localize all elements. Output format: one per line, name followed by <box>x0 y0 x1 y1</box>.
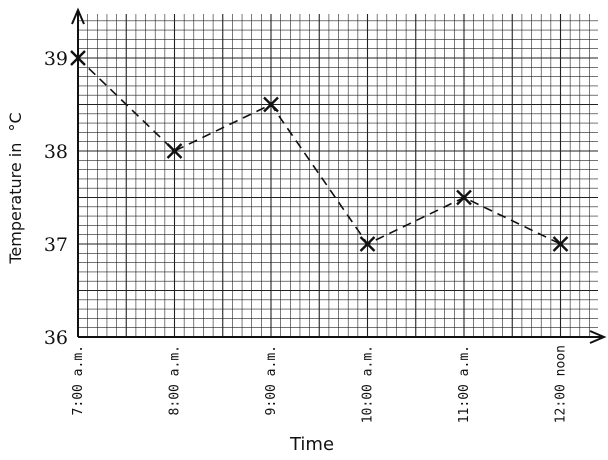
y-axis-label: Temperature in °C <box>6 112 25 264</box>
data-point-marker <box>456 189 472 206</box>
y-tick-labels: 36 37 38 39 <box>44 48 68 349</box>
x-tick-label: 10:00 a.m. <box>361 345 376 423</box>
series-line <box>77 57 561 246</box>
y-axis-arrow-icon <box>71 7 85 25</box>
data-point-marker <box>263 96 279 113</box>
y-axis-label-unit: °C <box>6 112 25 131</box>
x-tick-label: 11:00 a.m. <box>457 345 472 423</box>
x-tick-label: 8:00 a.m. <box>168 345 183 415</box>
data-point-marker <box>552 236 569 252</box>
data-point-marker <box>166 143 183 159</box>
x-tick-label: 9:00 a.m. <box>264 345 279 415</box>
x-tick-label: 12:00 noon <box>554 345 569 423</box>
y-tick-label: 36 <box>44 327 68 349</box>
x-axis-arrow-icon <box>589 330 607 344</box>
y-axis-label-text: Temperature in <box>6 143 25 265</box>
series-markers <box>70 50 569 252</box>
x-axis-label: Time <box>289 434 334 455</box>
y-tick-label: 39 <box>44 48 68 70</box>
x-tick-label: 7:00 a.m. <box>71 345 86 415</box>
data-point-marker <box>359 236 376 252</box>
axes <box>71 7 607 344</box>
data-point-marker <box>70 50 86 66</box>
y-tick-label: 37 <box>44 234 68 256</box>
y-tick-label: 38 <box>44 141 68 163</box>
grid <box>78 14 598 337</box>
x-tick-labels: 7:00 a.m. 8:00 a.m. 9:00 a.m. 10:00 a.m. 11:… <box>71 345 569 423</box>
